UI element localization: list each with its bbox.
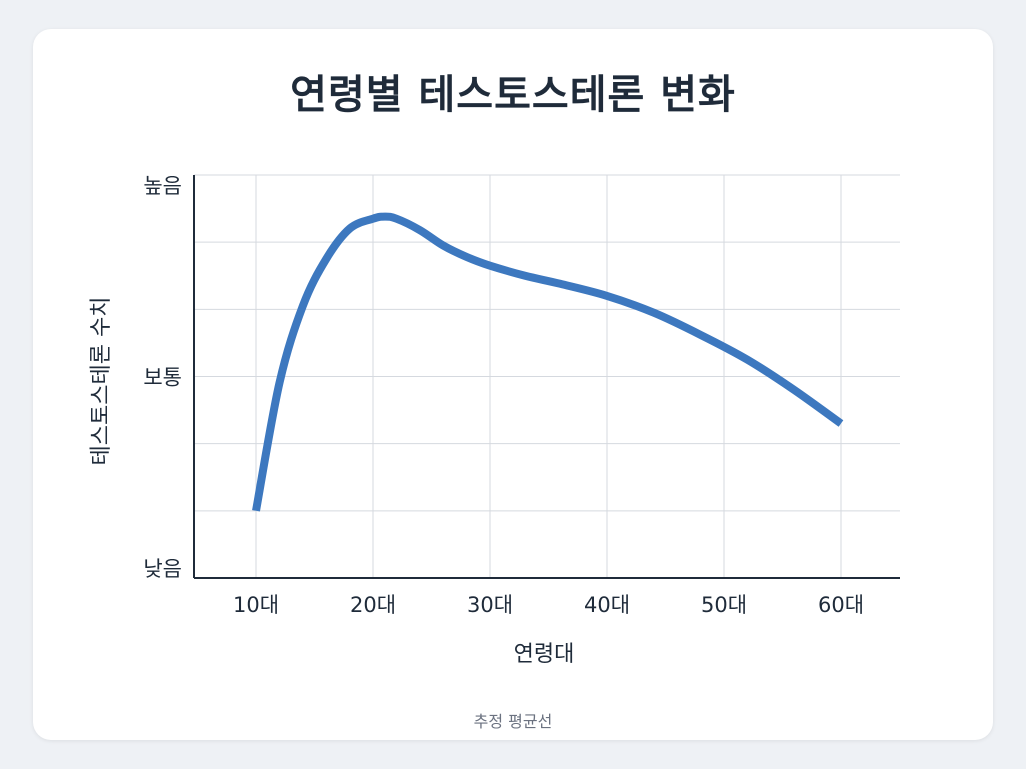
chart-title: 연령별 테스토스테론 변화 — [290, 72, 736, 118]
x-tick-label: 30대 — [467, 593, 513, 617]
x-axis-label: 연령대 — [514, 642, 575, 667]
grid — [194, 174, 900, 578]
y-tick-label: 높음 — [143, 174, 182, 198]
x-tick-label: 60대 — [818, 593, 864, 617]
y-tick-label: 낮음 — [143, 557, 182, 581]
x-tick-labels: 10대 20대 30대 40대 50대 60대 — [233, 593, 864, 617]
x-tick-label: 40대 — [584, 593, 630, 617]
series-line — [252, 212, 844, 512]
axes — [193, 175, 900, 579]
x-tick-label: 10대 — [233, 593, 279, 617]
y-tick-labels: 낮음 보통 높음 — [143, 174, 182, 581]
x-tick-label: 20대 — [350, 593, 396, 617]
y-axis-label: 테스토스테론 수치 — [89, 297, 114, 466]
x-tick-label: 50대 — [701, 593, 747, 617]
chart-annotation: 추정 평균선 — [473, 712, 553, 731]
series-layer — [252, 212, 844, 512]
y-tick-label: 보통 — [143, 366, 182, 390]
